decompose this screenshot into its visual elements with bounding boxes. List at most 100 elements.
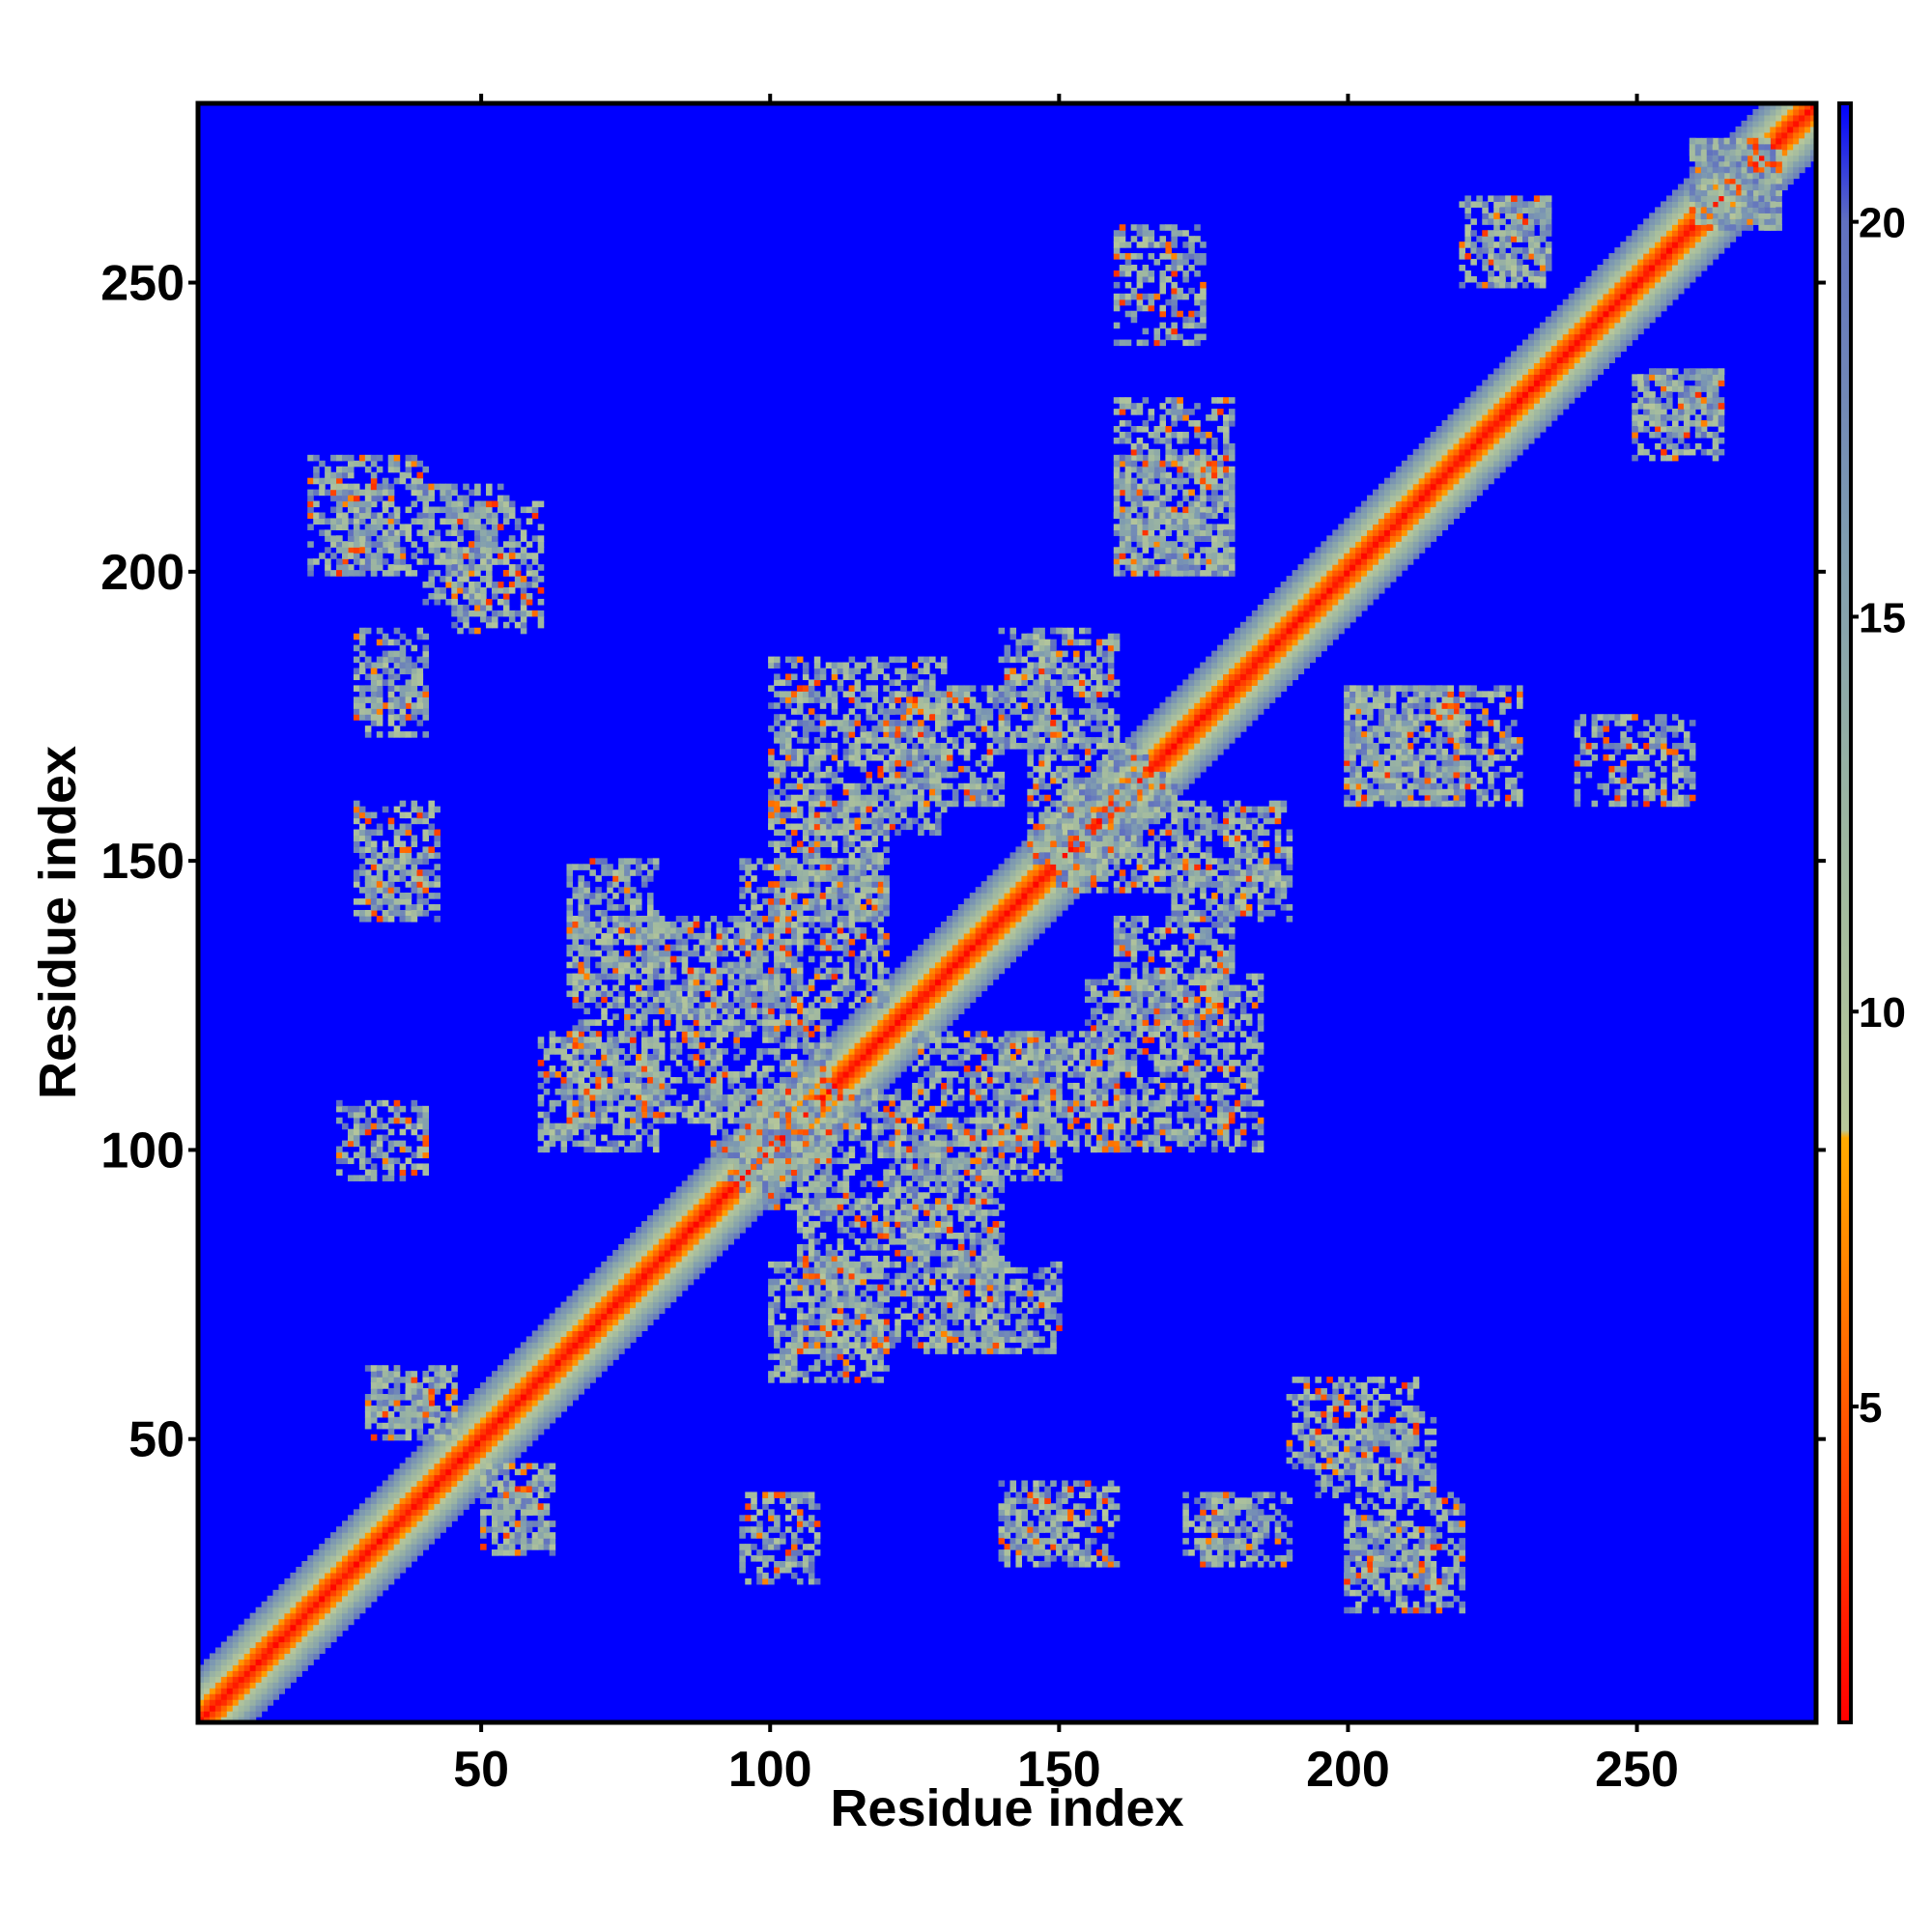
heatmap-cell: [1378, 547, 1385, 554]
heatmap-cell: [220, 1693, 228, 1700]
heatmap-cell: [607, 1266, 613, 1274]
heatmap-cell: [992, 950, 1000, 957]
heatmap-cell: [998, 869, 1006, 876]
heatmap-cell: [1303, 570, 1311, 577]
heatmap-cell: [1355, 604, 1362, 611]
heatmap-cell: [451, 1509, 458, 1516]
heatmap-cell: [1079, 840, 1086, 847]
heatmap-cell: [255, 1653, 263, 1660]
heatmap-cell: [636, 1261, 642, 1268]
heatmap-cell: [601, 1353, 608, 1360]
heatmap-cell: [1401, 495, 1408, 502]
heatmap-cell: [1453, 431, 1461, 439]
heatmap-cell: [325, 1555, 331, 1562]
heatmap-cell: [1666, 270, 1673, 277]
heatmap-cell: [428, 1451, 435, 1459]
heatmap-cell: [963, 938, 971, 946]
heatmap-cell: [768, 1198, 775, 1205]
heatmap-cell: [975, 910, 982, 917]
heatmap-cell: [877, 1071, 884, 1078]
heatmap-cell: [1378, 582, 1385, 588]
heatmap-cell: [272, 1647, 280, 1655]
heatmap-cell: [1257, 685, 1264, 692]
heatmap-cell: [681, 1215, 689, 1222]
heatmap-cell: [1107, 817, 1115, 825]
heatmap-cell: [261, 1676, 269, 1683]
heatmap-cell: [612, 1336, 619, 1343]
heatmap-cell: [1723, 230, 1731, 237]
heatmap-cell: [353, 1561, 360, 1568]
heatmap-cell: [1251, 650, 1259, 658]
heatmap-cell: [554, 1313, 562, 1321]
heatmap-cell: [1689, 253, 1696, 260]
heatmap-cell: [232, 1717, 240, 1723]
heatmap-cell: [1015, 915, 1022, 923]
heatmap-cell: [296, 1647, 302, 1655]
heatmap-cell: [871, 1082, 878, 1090]
heatmap-cell: [618, 1313, 625, 1321]
heatmap-cell: [698, 1227, 706, 1234]
heatmap-cell: [1200, 679, 1207, 686]
heatmap-cell: [1194, 668, 1201, 675]
heatmap-cell: [992, 910, 1000, 917]
heatmap-cell: [1562, 391, 1570, 398]
heatmap-cell: [249, 1612, 257, 1620]
heatmap-cell: [554, 1348, 562, 1354]
heatmap-cell: [1234, 691, 1241, 697]
heatmap-cell: [1338, 570, 1345, 577]
heatmap-cell: [618, 1295, 625, 1303]
heatmap-cell: [249, 1693, 257, 1700]
heatmap-cell: [923, 1008, 930, 1014]
heatmap-cell: [434, 1532, 440, 1539]
heatmap-cell: [1706, 230, 1714, 237]
heatmap-cell: [664, 1261, 671, 1268]
heatmap-cell: [1505, 374, 1512, 381]
heatmap-cell: [1274, 592, 1282, 600]
heatmap-cell: [1562, 316, 1570, 324]
heatmap-cell: [1533, 397, 1541, 404]
heatmap-cell: [583, 1336, 590, 1343]
heatmap-cell: [877, 1048, 884, 1055]
heatmap-cell: [1274, 679, 1282, 686]
heatmap-cell: [1021, 864, 1028, 870]
heatmap-cell: [249, 1647, 257, 1655]
heatmap-cell: [469, 1474, 475, 1482]
heatmap-cell: [1303, 656, 1311, 664]
heatmap-cell: [1027, 921, 1034, 928]
heatmap-cell: [261, 1699, 269, 1706]
heatmap-cell: [198, 1664, 205, 1671]
heatmap-cell: [842, 1082, 850, 1090]
heatmap-cell: [675, 1266, 683, 1274]
heatmap-cell: [1649, 316, 1656, 324]
heatmap-cell: [336, 1612, 343, 1620]
heatmap-cell: [497, 1399, 504, 1406]
heatmap-cell: [664, 1272, 671, 1280]
heatmap-cell: [693, 1192, 700, 1199]
heatmap-cell: [336, 1561, 343, 1568]
heatmap-cell: [860, 1076, 867, 1084]
heatmap-cell: [1361, 541, 1368, 548]
heatmap-cell: [238, 1711, 245, 1718]
heatmap-cell: [704, 1243, 712, 1251]
heatmap-cell: [578, 1348, 584, 1354]
heatmap-cell: [1165, 737, 1172, 744]
heatmap-cell: [209, 1664, 216, 1671]
heatmap-cell: [463, 1439, 469, 1447]
heatmap-cell: [347, 1572, 355, 1579]
heatmap-cell: [440, 1515, 446, 1521]
heatmap-cell: [1527, 437, 1535, 444]
heatmap-cell: [583, 1359, 590, 1366]
heatmap-cell: [923, 944, 930, 952]
heatmap-cell: [370, 1566, 378, 1574]
heatmap-cell: [1194, 759, 1201, 767]
heatmap-cell: [267, 1659, 274, 1665]
heatmap-cell: [883, 1082, 890, 1090]
heatmap-cell: [1488, 420, 1494, 427]
heatmap-cell: [992, 915, 1000, 923]
heatmap-cell: [301, 1589, 308, 1597]
heatmap-cell: [387, 1526, 395, 1533]
heatmap-cell: [474, 1434, 481, 1441]
heatmap-cell: [1297, 582, 1305, 588]
heatmap-cell: [307, 1555, 314, 1562]
heatmap-cell: [1661, 253, 1667, 260]
